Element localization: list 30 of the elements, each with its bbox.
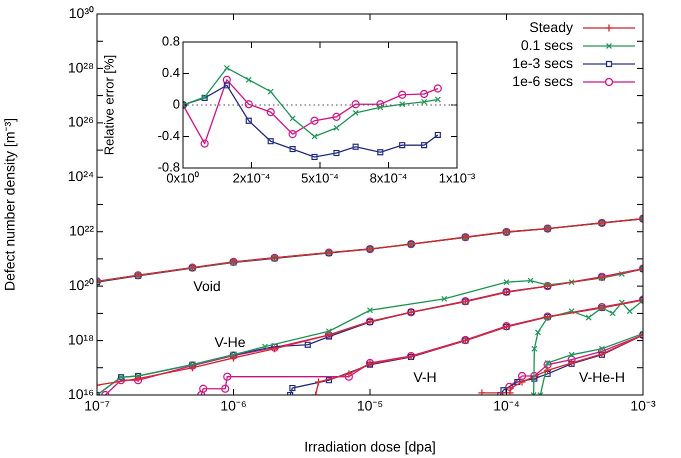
x-tick-label: 5x10⁻⁴ [301,170,339,186]
x-tick-label: 10⁻⁴ [493,397,520,414]
legend-label: 1e-6 secs [512,72,573,89]
y-tick-label: 10²⁴ [68,168,94,184]
x-axis-title: Irradiation dose [dpa] [304,438,436,454]
y-tick-label: 10³⁰ [68,4,94,21]
y-tick-label: 10¹⁸ [68,331,94,348]
x-tick-label: 10⁻⁵ [356,397,384,414]
legend-label: 0.1 secs [520,36,573,53]
y-tick-label: -0.4 [158,128,180,144]
y-tick-label: 0 [172,96,180,112]
y-tick-label: 10²² [69,222,94,239]
x-tick-label: 10⁻³ [630,397,656,414]
annotation: V-He-H [579,368,625,385]
annotation: V-He [214,334,246,350]
annotation: Void [193,278,221,294]
legend-label: Steady [529,18,573,35]
y-tick-label: 0.4 [162,65,180,80]
y-axis-title: Relative error [%] [101,54,116,156]
legend-label: 1e-3 secs [512,54,573,71]
y-tick-label: 10²⁸ [68,59,94,76]
y-axis-title: Defect number density [m⁻³] [1,118,18,292]
annotation: V-H [413,368,437,385]
y-tick-label: 10²⁰ [68,277,94,293]
x-tick-label: 1x10⁻³ [438,170,476,186]
y-tick-label: 10²⁶ [68,114,94,130]
x-tick-label: 8x10⁻⁴ [370,170,408,186]
x-tick-label: 10⁻⁶ [220,397,247,414]
y-tick-label: 0.8 [162,34,180,49]
x-tick-label: 2x10⁻⁴ [232,170,270,186]
